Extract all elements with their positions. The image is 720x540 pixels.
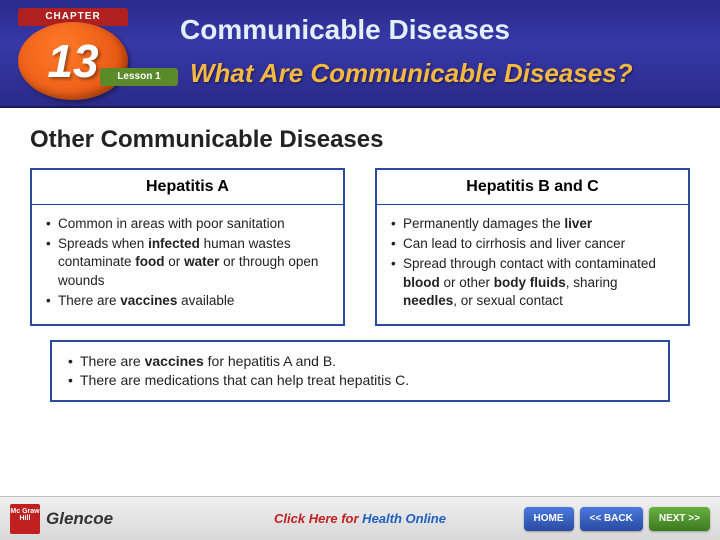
publisher-name: Glencoe [46, 509, 113, 529]
header-title: Communicable Diseases [180, 14, 510, 46]
box-a-body: Common in areas with poor sanitation Spr… [32, 205, 343, 324]
box-a-title: Hepatitis A [32, 170, 343, 205]
section-title: Other Communicable Diseases [30, 126, 690, 154]
list-item: Spreads when infected human wastes conta… [46, 235, 329, 290]
box-hepatitis-bc: Hepatitis B and C Permanently damages th… [375, 168, 690, 326]
chapter-number: 13 [47, 34, 98, 88]
list-item: Spread through contact with contaminated… [391, 255, 674, 310]
back-button[interactable]: << BACK [580, 507, 643, 531]
list-item: There are vaccines for hepatitis A and B… [68, 352, 652, 371]
home-button[interactable]: HOME [524, 507, 574, 531]
mcgraw-hill-logo-icon: Mc Graw Hill [10, 504, 40, 534]
chapter-badge: 13 [18, 22, 128, 100]
next-button[interactable]: NEXT >> [649, 507, 710, 531]
nav-buttons: HOME << BACK NEXT >> [524, 507, 711, 531]
box-bc-body: Permanently damages the liver Can lead t… [377, 205, 688, 324]
health-online-link[interactable]: Click Here for Health Online [274, 511, 446, 526]
click-here-text: Click Here for [274, 511, 362, 526]
list-item: There are vaccines available [46, 292, 329, 310]
slide-header: CHAPTER 13 Lesson 1 Communicable Disease… [0, 0, 720, 108]
list-item: Common in areas with poor sanitation [46, 215, 329, 233]
box-bc-title: Hepatitis B and C [377, 170, 688, 205]
summary-box: There are vaccines for hepatitis A and B… [50, 340, 670, 402]
header-subtitle: What Are Communicable Diseases? [190, 58, 633, 89]
list-item: Permanently damages the liver [391, 215, 674, 233]
lesson-tab: Lesson 1 [100, 68, 178, 86]
comparison-boxes: Hepatitis A Common in areas with poor sa… [30, 168, 690, 326]
box-hepatitis-a: Hepatitis A Common in areas with poor sa… [30, 168, 345, 326]
slide-content: Other Communicable Diseases Hepatitis A … [0, 108, 720, 402]
list-item: Can lead to cirrhosis and liver cancer [391, 235, 674, 253]
list-item: There are medications that can help trea… [68, 371, 652, 390]
health-online-text: Health Online [362, 511, 446, 526]
slide-footer: Mc Graw Hill Glencoe Click Here for Heal… [0, 496, 720, 540]
